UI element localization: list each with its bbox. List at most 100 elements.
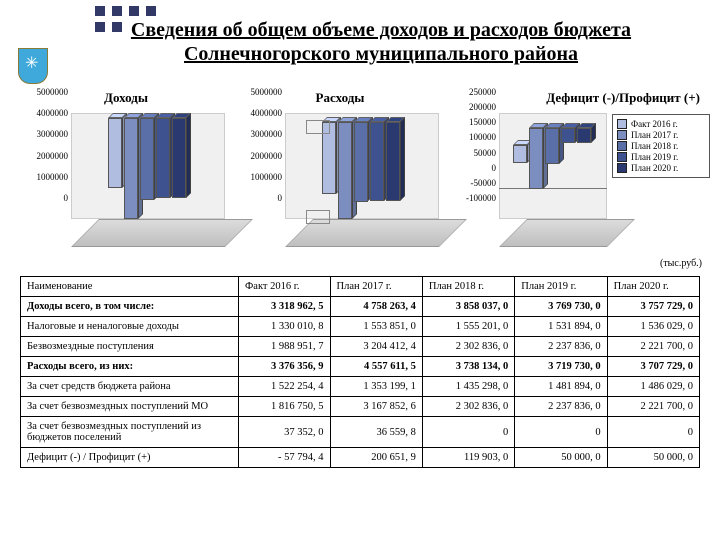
row-value: 3 769 730, 0: [515, 297, 607, 317]
row-value: 1 353 199, 1: [330, 377, 422, 397]
bar: [124, 118, 138, 219]
row-label: Доходы всего, в том числе:: [21, 297, 239, 317]
row-label: За счет средств бюджета района: [21, 377, 239, 397]
row-value: 2 302 836, 0: [422, 337, 514, 357]
row-value: 2 221 700, 0: [607, 337, 699, 357]
bar: [172, 118, 186, 198]
row-value: 2 221 700, 0: [607, 397, 699, 417]
col-year: План 2017 г.: [330, 277, 422, 297]
legend-label: План 2017 г.: [631, 130, 678, 140]
row-value: 4 758 263, 4: [330, 297, 422, 317]
row-value: 2 237 836, 0: [515, 397, 607, 417]
row-label: Безвозмездные поступления: [21, 337, 239, 357]
decor-bullet: [129, 6, 139, 16]
row-value: 1 988 951, 7: [239, 337, 331, 357]
decor-bullet: [95, 22, 105, 32]
decor-bullet: [146, 6, 156, 16]
decor-bullet: [112, 6, 122, 16]
row-value: 3 318 962, 5: [239, 297, 331, 317]
row-value: 3 757 729, 0: [607, 297, 699, 317]
legend-label: План 2019 г.: [631, 152, 678, 162]
bar: [354, 122, 368, 201]
col-year: Факт 2016 г.: [239, 277, 331, 297]
bar: [577, 128, 591, 143]
row-value: 4 557 611, 5: [330, 357, 422, 377]
row-value: 200 651, 9: [330, 448, 422, 468]
bar: [338, 122, 352, 219]
row-label: За счет безвозмездных поступлений МО: [21, 397, 239, 417]
row-value: 0: [422, 417, 514, 448]
legend-item: План 2018 г.: [617, 141, 705, 151]
unit-label: (тыс.руб.): [660, 258, 702, 269]
table-row: Дефицит (-) / Профицит (+)- 57 794, 4200…: [21, 448, 700, 468]
col-year: План 2020 г.: [607, 277, 699, 297]
axis-tick: 3000000: [37, 129, 69, 139]
charts-row: Доходы 010000002000000300000040000005000…: [22, 90, 710, 260]
axis-tick: 150000: [469, 117, 496, 127]
bar: [561, 128, 575, 143]
table-row: Расходы всего, из них:3 376 356, 94 557 …: [21, 357, 700, 377]
row-value: 1 486 029, 0: [607, 377, 699, 397]
axis-tick: 0: [492, 163, 497, 173]
row-value: 1 553 851, 0: [330, 317, 422, 337]
axis-tick: 200000: [469, 102, 496, 112]
chart-income: Доходы 010000002000000300000040000005000…: [22, 90, 230, 260]
row-label: Дефицит (-) / Профицит (+): [21, 448, 239, 468]
axis-tick: 5000000: [37, 87, 69, 97]
row-value: 2 302 836, 0: [422, 397, 514, 417]
axis-tick: 0: [278, 193, 283, 203]
bar: [370, 122, 384, 201]
row-value: 1 531 894, 0: [515, 317, 607, 337]
table-row: Доходы всего, в том числе:3 318 962, 54 …: [21, 297, 700, 317]
col-name: Наименование: [21, 277, 239, 297]
decor-bullet: [95, 6, 105, 16]
row-value: 1 555 201, 0: [422, 317, 514, 337]
budget-table: НаименованиеФакт 2016 г.План 2017 г.План…: [20, 276, 700, 468]
axis-tick: -100000: [466, 193, 496, 203]
decor-bullet: [112, 22, 122, 32]
row-value: 37 352, 0: [239, 417, 331, 448]
legend-item: Факт 2016 г.: [617, 119, 705, 129]
axis-tick: 50000: [474, 148, 497, 158]
row-value: 119 903, 0: [422, 448, 514, 468]
legend-item: План 2017 г.: [617, 130, 705, 140]
row-value: 1 481 894, 0: [515, 377, 607, 397]
row-value: 1 522 254, 4: [239, 377, 331, 397]
axis-tick: 0: [64, 193, 69, 203]
row-value: 2 237 836, 0: [515, 337, 607, 357]
table-row: Налоговые и неналоговые доходы1 330 010,…: [21, 317, 700, 337]
table-row: За счет безвозмездных поступлений МО1 81…: [21, 397, 700, 417]
legend-label: Факт 2016 г.: [631, 119, 678, 129]
axis-tick: 4000000: [37, 108, 69, 118]
legend-label: План 2018 г.: [631, 141, 678, 151]
table-row: Безвозмездные поступления1 988 951, 73 2…: [21, 337, 700, 357]
chart-legend: Факт 2016 г.План 2017 г.План 2018 г.План…: [612, 114, 710, 178]
row-value: 3 719 730, 0: [515, 357, 607, 377]
axis-tick: 4000000: [251, 108, 283, 118]
page-title: Сведения об общем объеме доходов и расхо…: [0, 0, 720, 66]
chart-deficit: Дефицит (-)/Профицит (+) -100000-5000005…: [450, 90, 710, 260]
axis-tick: 2000000: [37, 151, 69, 161]
axis-tick: 250000: [469, 87, 496, 97]
bar: [529, 128, 543, 189]
row-value: 36 559, 8: [330, 417, 422, 448]
axis-tick: 2000000: [251, 151, 283, 161]
bar: [513, 145, 527, 163]
axis-tick: 100000: [469, 132, 496, 142]
row-value: 3 167 852, 6: [330, 397, 422, 417]
table-row: За счет средств бюджета района1 522 254,…: [21, 377, 700, 397]
row-value: 1 536 029, 0: [607, 317, 699, 337]
row-value: 0: [515, 417, 607, 448]
bar: [156, 118, 170, 198]
table-row: За счет безвозмездных поступлений из бюд…: [21, 417, 700, 448]
row-label: За счет безвозмездных поступлений из бюд…: [21, 417, 239, 448]
bar: [386, 122, 400, 201]
bar: [140, 118, 154, 200]
col-year: План 2018 г.: [422, 277, 514, 297]
bar: [322, 122, 336, 194]
row-label: Налоговые и неналоговые доходы: [21, 317, 239, 337]
row-value: 1 330 010, 8: [239, 317, 331, 337]
row-value: 0: [607, 417, 699, 448]
row-value: 3 858 037, 0: [422, 297, 514, 317]
row-value: 3 204 412, 4: [330, 337, 422, 357]
